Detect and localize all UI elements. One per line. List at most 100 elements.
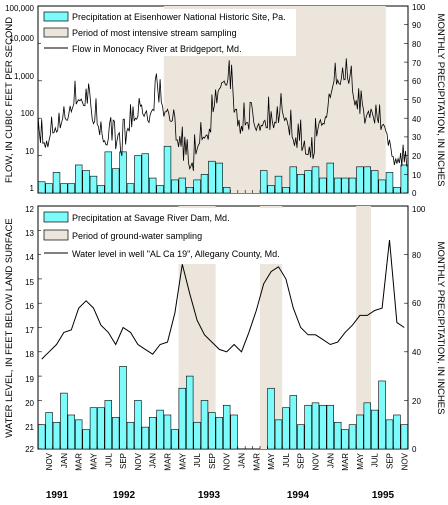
- flow-ytick-label: 1: [30, 184, 35, 193]
- month-label: NOV: [45, 452, 54, 470]
- precipitation-bar: [393, 414, 401, 450]
- precip-axis-title-bottom: MONTHLY PRECIPITATION, IN INCHES: [435, 242, 446, 415]
- precipitation-bar: [67, 414, 76, 450]
- legend-swatch-precipitation: [43, 211, 69, 223]
- precipitation-bar: [104, 151, 113, 194]
- precipitation-bar: [282, 407, 290, 450]
- precip-right-tick: 20: [412, 397, 421, 406]
- precipitation-bar: [89, 407, 98, 450]
- legend-label: Flow in Monocacy River at Bridgeport, Md…: [72, 44, 242, 54]
- precip-axis-title-top: MONTHLY PRECIPITATION, IN INCHES: [435, 14, 446, 187]
- shaded-period: [356, 206, 371, 449]
- water-ytick-label: 20: [25, 399, 34, 408]
- precipitation-bar: [304, 170, 312, 194]
- water-ytick-label: 18: [25, 350, 34, 359]
- month-label: JAN: [60, 453, 69, 468]
- precipitation-bar: [149, 417, 157, 450]
- precipitation-bars-layer: [37, 145, 408, 450]
- precipitation-bar: [163, 414, 172, 450]
- precipitation-bar: [186, 187, 194, 194]
- precipitation-bar: [223, 404, 231, 450]
- water-ytick-label: 16: [25, 302, 34, 311]
- month-label: JUL: [282, 452, 291, 467]
- precipitation-bar: [45, 412, 53, 450]
- legend-label: Precipitation at Eisenhower National His…: [72, 12, 286, 22]
- precipitation-bar: [319, 177, 327, 194]
- precipitation-bar: [333, 421, 342, 450]
- precip-right-tick: 100: [412, 3, 426, 12]
- precip-right-tick: 90: [412, 21, 421, 30]
- precipitation-bar: [326, 404, 334, 450]
- precipitation-bar: [82, 170, 90, 194]
- precipitation-bar: [348, 424, 357, 450]
- month-label: MAY: [267, 452, 276, 469]
- precipitation-bar: [311, 402, 320, 450]
- precipitation-bar: [267, 387, 275, 450]
- ticks-layer: NOV JAN MAR MAY JUL SEP NOV JAN MAR MAY JUL SEP NOV J…: [37, 5, 409, 471]
- legend-label: Period of ground-water sampling: [72, 231, 202, 241]
- precip-right-tick: 60: [412, 77, 421, 86]
- precipitation-bar: [311, 166, 320, 194]
- precip-right-tick: 20: [412, 152, 421, 161]
- precipitation-bar: [356, 166, 364, 194]
- water-ytick-label: 14: [25, 253, 34, 262]
- precipitation-bar: [267, 185, 275, 194]
- precipitation-bar: [89, 175, 98, 194]
- precipitation-bar: [126, 183, 135, 194]
- precipitation-bar: [304, 404, 312, 450]
- precipitation-bar: [370, 409, 379, 450]
- month-label: JUL: [371, 452, 380, 467]
- precipitation-bar: [178, 387, 186, 450]
- month-label: NOV: [312, 452, 321, 470]
- water-ytick-label: 13: [25, 229, 34, 238]
- month-label: NOV: [223, 452, 232, 470]
- water-ytick-label: 12: [25, 205, 34, 214]
- precipitation-bar: [193, 421, 201, 450]
- precipitation-bar: [149, 177, 157, 194]
- precipitation-bar: [282, 187, 290, 194]
- precipitation-bar: [215, 417, 223, 450]
- precipitation-bar: [400, 424, 408, 450]
- precip-right-tick: 30: [412, 133, 421, 142]
- flow-legend: Precipitation at Eisenhower National His…: [41, 9, 296, 56]
- precipitation-bar: [378, 179, 386, 194]
- flow-ytick-label: 1,000: [14, 72, 35, 81]
- precip-right-tick: 50: [412, 96, 421, 105]
- precipitation-bar: [171, 179, 179, 194]
- month-label: SEP: [297, 453, 306, 469]
- precipitation-bar: [126, 421, 135, 450]
- precipitation-bar: [296, 174, 305, 194]
- precipitation-bar: [356, 414, 364, 450]
- precipitation-bar: [319, 404, 327, 450]
- year-label: 1995: [372, 490, 395, 500]
- shaded-period: [260, 206, 283, 449]
- precipitation-bar: [134, 155, 142, 194]
- legend-label: Period of most intensive stream sampling: [72, 28, 237, 38]
- precipitation-bar: [112, 168, 120, 194]
- precipitation-bar: [119, 366, 127, 450]
- flow-axis-title: FLOW, IN CUBIC FEET PER SECOND: [4, 17, 15, 183]
- precipitation-bar: [60, 183, 68, 194]
- flow-ytick-label: 100,000: [5, 4, 34, 13]
- precipitation-bar: [75, 419, 83, 450]
- precipitation-bar: [104, 400, 113, 450]
- water-level-line: [41, 239, 405, 360]
- precipitation-bar: [385, 172, 394, 194]
- month-label: MAR: [341, 453, 350, 471]
- precipitation-bar: [393, 187, 401, 194]
- precipitation-bar: [333, 177, 342, 194]
- precipitation-bar: [97, 407, 105, 450]
- month-label: NOV: [134, 452, 143, 470]
- precip-right-tick: 80: [412, 40, 421, 49]
- precipitation-bar: [274, 419, 283, 450]
- water-ytick-label: 15: [25, 278, 34, 287]
- water-legend: Precipitation at Savage River Dam, Md. P…: [41, 208, 316, 264]
- precipitation-bar: [178, 177, 186, 194]
- precipitation-bar: [186, 375, 194, 450]
- precipitation-bar: [45, 183, 53, 194]
- flow-ytick-label: 10: [25, 147, 34, 156]
- precipitation-bar: [370, 170, 379, 194]
- precipitation-bar: [52, 421, 61, 450]
